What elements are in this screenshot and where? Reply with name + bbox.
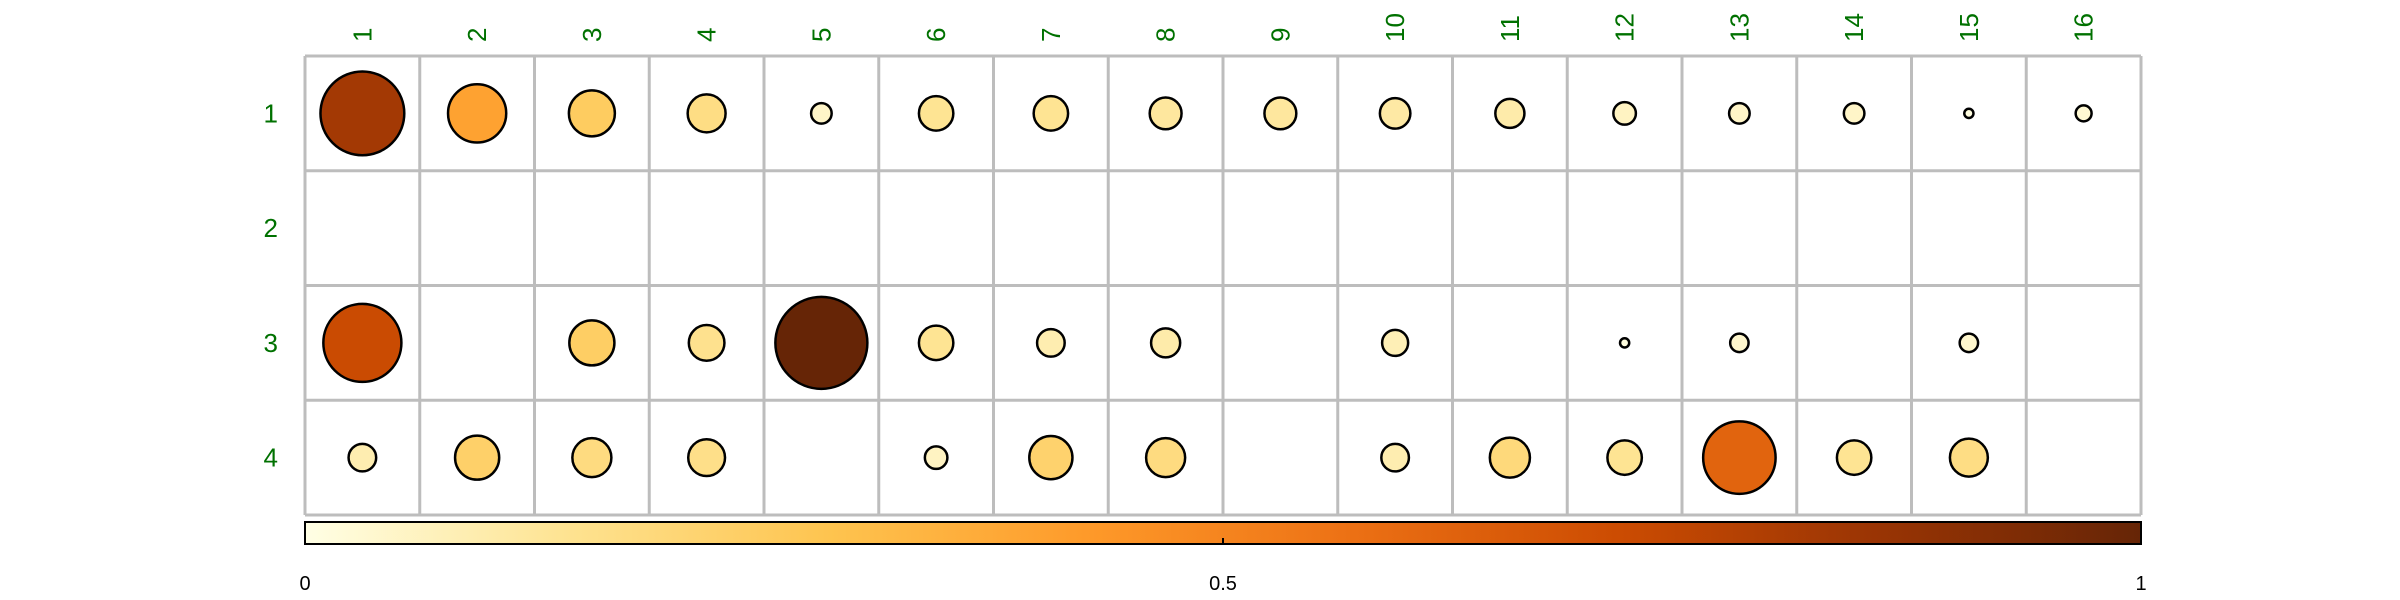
bubble-r4-c8 xyxy=(1144,436,1187,479)
column-label-6: 6 xyxy=(921,28,951,42)
column-label-16: 16 xyxy=(2069,13,2099,42)
bubble-r4-c7 xyxy=(1028,434,1074,481)
column-label-9: 9 xyxy=(1265,28,1295,42)
row-label-4: 4 xyxy=(264,443,278,473)
bubble-r1-c13 xyxy=(1727,101,1751,125)
bubble-layer xyxy=(319,70,2093,496)
bubble-r4-c15 xyxy=(1948,437,1990,478)
colorbar-tick-label-0: 0 xyxy=(299,573,310,595)
bubble-r4-c4 xyxy=(686,437,727,478)
bubble-r1-c5 xyxy=(809,101,833,125)
colorbar-tick-label-1: 0.5 xyxy=(1209,573,1237,595)
bubble-r3-c4 xyxy=(687,323,726,362)
bubble-r3-c3 xyxy=(568,319,616,367)
bubble-r4-c13 xyxy=(1701,420,1777,496)
color-legend: 0 0.5 1 xyxy=(299,521,2147,595)
bubble-r1-c2 xyxy=(446,83,508,144)
bubble-r4-c1 xyxy=(347,442,378,473)
column-label-14: 14 xyxy=(1839,13,1869,42)
bubble-r1-c10 xyxy=(1378,96,1412,130)
bubble-r1-c9 xyxy=(1263,96,1298,131)
bubble-r3-c12 xyxy=(1618,337,1631,349)
bubble-r1-c1 xyxy=(319,70,406,157)
bubble-r1-c14 xyxy=(1842,101,1866,125)
column-label-12: 12 xyxy=(1610,13,1640,42)
bubble-r1-c16 xyxy=(2074,104,2093,123)
bubble-r4-c2 xyxy=(453,434,501,481)
column-label-1: 1 xyxy=(347,28,377,42)
column-label-8: 8 xyxy=(1151,28,1181,42)
bubble-r4-c6 xyxy=(923,445,949,471)
column-labels: 1 2 3 4 5 6 7 8 9 10 11 12 13 14 15 16 xyxy=(347,13,2098,42)
bubble-r3-c10 xyxy=(1380,328,1410,358)
bubble-r3-c5 xyxy=(774,295,869,391)
bubble-r1-c15 xyxy=(1963,107,1975,120)
bubble-r1-c3 xyxy=(567,89,617,138)
column-label-4: 4 xyxy=(692,28,722,42)
column-label-15: 15 xyxy=(1954,13,1984,42)
bubble-r1-c8 xyxy=(1148,96,1183,131)
grid-lines xyxy=(303,54,2143,517)
column-label-2: 2 xyxy=(462,28,492,42)
bubble-r1-c6 xyxy=(917,94,955,132)
colorbar-tick-label-2: 1 xyxy=(2135,573,2146,595)
bubble-r3-c13 xyxy=(1728,332,1750,354)
bubble-r4-c12 xyxy=(1606,439,1644,477)
bubble-r4-c10 xyxy=(1380,442,1411,473)
column-label-3: 3 xyxy=(577,28,607,42)
bubble-r4-c3 xyxy=(571,436,613,479)
bubble-r3-c6 xyxy=(917,324,955,362)
column-label-13: 13 xyxy=(1724,13,1754,42)
bubble-r1-c12 xyxy=(1612,100,1638,126)
bubble-r1-c7 xyxy=(1032,94,1070,132)
bubble-r1-c11 xyxy=(1494,97,1526,130)
bubble-r1-c4 xyxy=(686,93,727,134)
row-labels: 1 2 3 4 xyxy=(264,98,278,472)
row-label-2: 2 xyxy=(264,213,278,243)
column-label-10: 10 xyxy=(1380,13,1410,42)
column-label-11: 11 xyxy=(1495,15,1525,42)
row-label-3: 3 xyxy=(264,328,278,358)
bubble-r3-c15 xyxy=(1958,332,1980,354)
bubble-r4-c14 xyxy=(1835,439,1873,477)
row-label-1: 1 xyxy=(264,98,278,128)
bubble-r3-c7 xyxy=(1035,327,1066,358)
bubble-r3-c8 xyxy=(1149,327,1182,359)
column-label-5: 5 xyxy=(806,28,836,42)
bubble-r4-c11 xyxy=(1488,436,1532,479)
bubble-r3-c1 xyxy=(322,302,403,384)
column-label-7: 7 xyxy=(1036,28,1066,42)
